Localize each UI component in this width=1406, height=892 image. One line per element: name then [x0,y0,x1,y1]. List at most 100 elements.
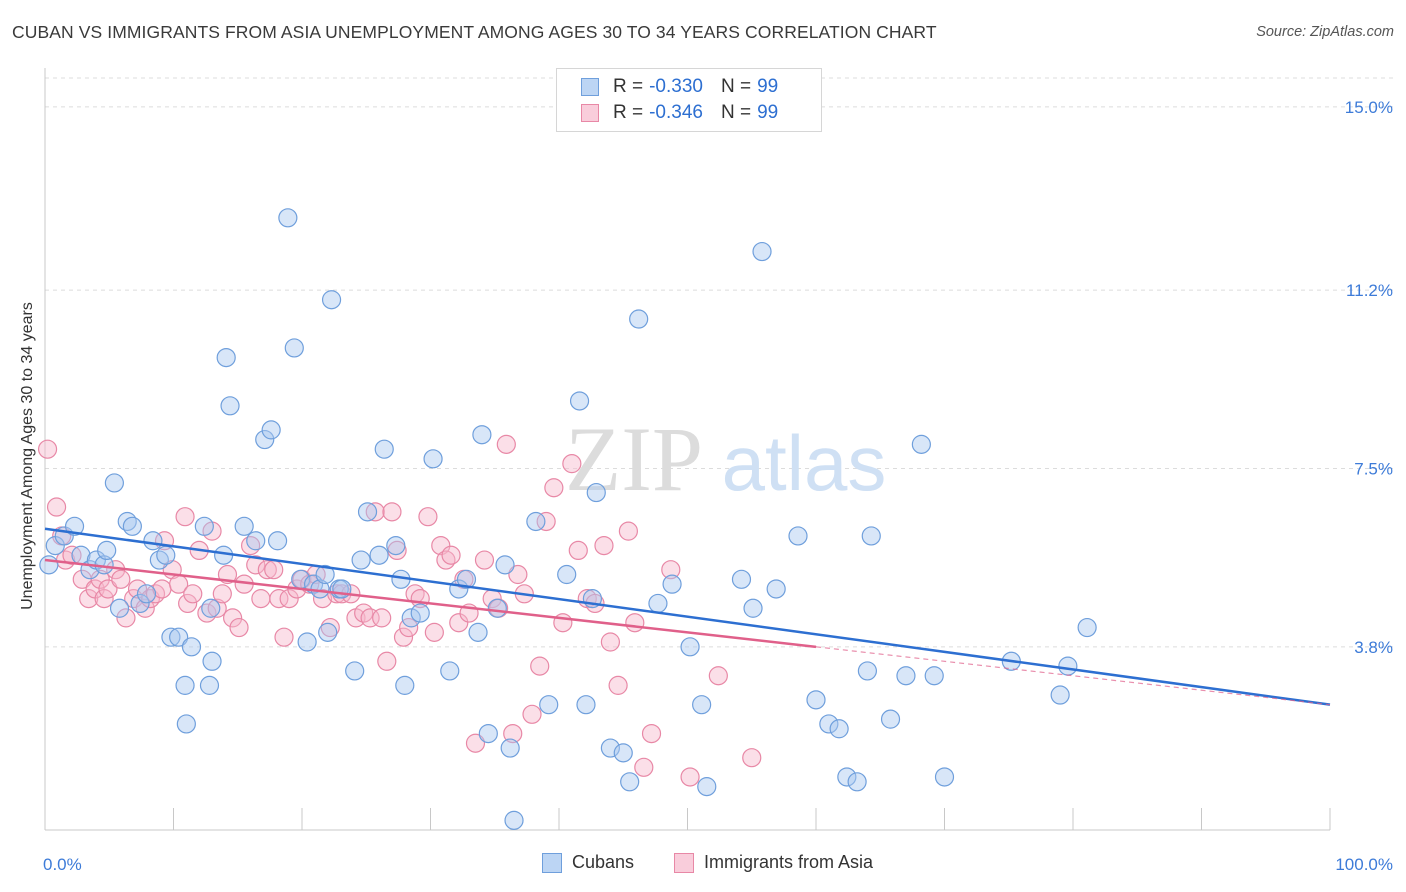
point-asia [377,651,397,671]
point-cubans [156,545,176,565]
x-tick-label: 0.0% [43,855,82,874]
point-asia [178,593,198,614]
point-cubans [896,666,916,686]
point-asia [634,757,654,777]
point-cubans [456,569,477,589]
point-cubans [386,535,406,556]
point-cubans [487,598,507,618]
point-cubans [766,579,786,599]
point-cubans [569,391,590,411]
point-cubans [246,531,266,551]
point-asia [279,589,299,609]
point-cubans [351,550,371,570]
legend-swatch-cubans [542,852,562,873]
point-cubans [216,347,236,368]
legend-r-label: R = [613,102,644,123]
point-cubans [924,666,944,686]
watermark-zip: ZIP [565,408,703,510]
y-tick-label: 11.2% [1346,281,1393,300]
point-cubans [234,516,254,536]
point-asia [449,613,469,633]
legend-label-asia: Immigrants from Asia [704,852,874,872]
point-cubans [1077,617,1097,638]
point-asia [223,608,243,628]
point-cubans [284,338,304,358]
chart-source: Source: ZipAtlas.com [1256,24,1394,40]
point-cubans [539,695,559,715]
point-asia [175,507,195,527]
point-asia [530,656,550,676]
point-cubans [806,690,826,710]
point-cubans [731,569,752,589]
point-cubans [1058,656,1078,676]
point-asia [594,535,614,556]
point-cubans [526,511,546,532]
point-cubans [64,516,85,536]
point-cubans [423,449,443,469]
point-asia [246,555,266,575]
chart-title: CUBAN VS IMMIGRANTS FROM ASIA UNEMPLOYME… [12,22,937,42]
point-asia [393,627,414,647]
point-asia [116,608,136,628]
point-cubans [369,545,389,565]
point-cubans [752,241,772,262]
point-asia [568,540,588,561]
point-cubans [136,584,157,604]
trend-line-asia [44,558,817,649]
point-asia [522,704,542,724]
point-asia [680,767,700,787]
legend-item-cubans: Cubans [542,852,634,873]
point-asia [183,584,203,604]
legend-item-asia: Immigrants from Asia [674,852,873,873]
x-tick-label: 100.0% [1335,855,1393,874]
point-asia [365,502,385,522]
point-asia [562,454,582,474]
point-asia [269,589,289,609]
point-asia [37,439,58,459]
point-cubans [176,714,196,734]
point-cubans [586,482,606,503]
watermark-atlas: atlas [722,419,887,507]
point-cubans [181,637,202,657]
point-cubans [161,627,181,647]
point-cubans [202,651,222,671]
point-asia [46,497,67,517]
point-asia [625,613,645,633]
point-asia [207,598,227,618]
point-cubans [410,603,430,623]
point-cubans [857,661,878,681]
point-cubans [680,637,700,657]
point-asia [441,545,461,565]
point-cubans [576,695,596,715]
point-asia [127,579,148,599]
legend-r-label: R = [613,76,644,97]
point-asia [424,622,444,642]
series-cubans [39,208,1097,830]
point-cubans [122,516,142,536]
point-cubans [315,564,335,585]
point-asia [418,507,438,527]
point-cubans [321,290,342,310]
y-tick-label: 15.0% [1345,98,1393,117]
point-cubans [847,772,867,792]
point-cubans [109,598,130,618]
legend-label-cubans: Cubans [572,852,635,872]
point-cubans [495,555,515,575]
point-cubans [199,675,220,695]
trend-lines [44,527,1331,706]
point-cubans [261,420,281,440]
point-cubans [819,714,839,734]
point-cubans [440,661,460,681]
point-cubans [395,675,415,695]
point-asia [641,723,662,744]
point-asia [608,675,628,695]
point-asia [742,748,762,768]
series-immigrants-from-asia [37,434,762,787]
point-cubans [880,709,901,729]
point-asia [496,434,516,454]
point-cubans [194,516,214,536]
point-cubans [143,531,163,551]
point-cubans [130,593,150,614]
point-asia [79,589,99,609]
